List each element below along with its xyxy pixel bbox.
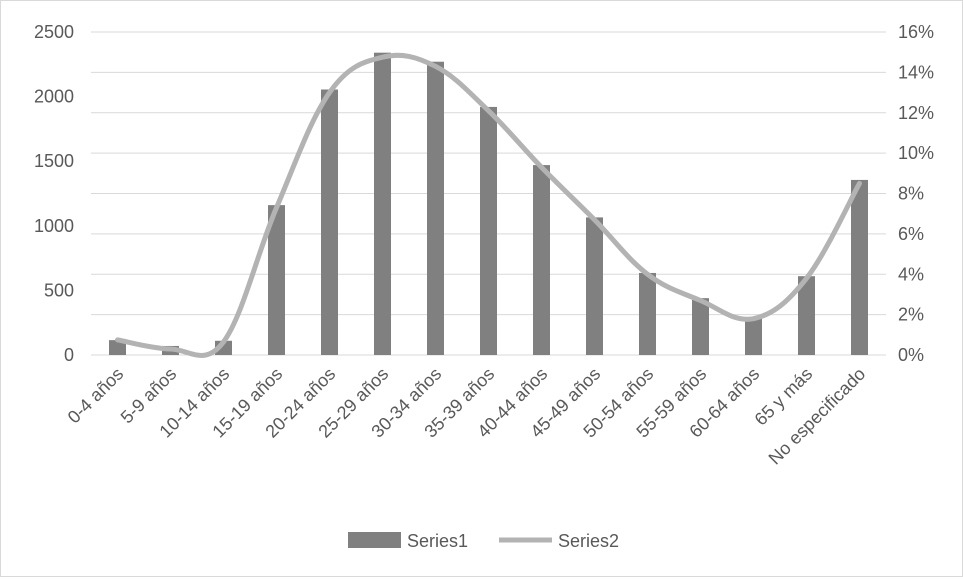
y2-tick-label: 14% [898,62,934,82]
y-tick-label: 500 [44,280,74,300]
y-tick-label: 2000 [34,87,74,107]
legend-label-series2: Series2 [558,531,619,551]
y-tick-label: 0 [64,345,74,365]
y2-tick-label: 10% [898,143,934,163]
y2-tick-label: 16% [898,22,934,42]
y-tick-label: 2500 [34,22,74,42]
y2-tick-label: 0% [898,345,924,365]
bar [586,217,603,355]
y-tick-label: 1500 [34,151,74,171]
bar [745,317,762,355]
y-tick-label: 1000 [34,216,74,236]
y2-tick-label: 2% [898,305,924,325]
legend-label-series1: Series1 [407,531,468,551]
legend: Series1 Series2 [348,531,619,551]
bar [374,53,391,355]
y-axis-right: 0% 2% 4% 6% 8% 10% 12% 14% 16% [898,22,934,365]
y2-tick-label: 4% [898,264,924,284]
x-tick-label: 0-4 años [64,364,128,428]
y2-tick-label: 6% [898,224,924,244]
x-tick-label: No especificado [765,364,870,469]
y2-tick-label: 12% [898,103,934,123]
bar-series [109,53,868,355]
bar [851,180,868,355]
bar [480,107,497,355]
y-axis-left: 0 500 1000 1500 2000 2500 [34,22,74,365]
bar [533,165,550,355]
y2-tick-label: 8% [898,184,924,204]
legend-swatch-series1 [348,532,401,548]
bar [321,89,338,355]
bar [692,298,709,355]
bar [427,62,444,355]
bar [639,273,656,355]
